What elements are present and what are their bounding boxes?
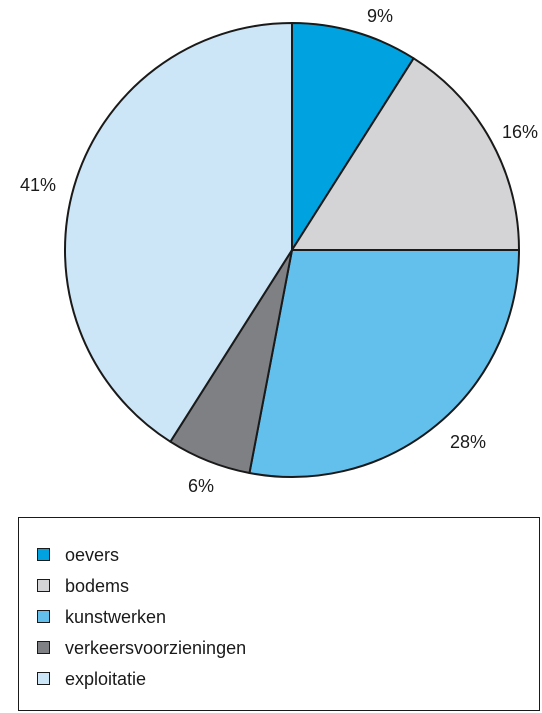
legend-item-oevers: oevers — [19, 539, 539, 570]
pie-slice-kunstwerken — [248, 249, 520, 478]
legend-swatch-exploitatie — [37, 672, 50, 685]
legend-label: bodems — [65, 575, 130, 596]
pie-chart: 9% 16% 28% 6% 41% — [20, 6, 538, 496]
pie-slice-oevers — [291, 22, 415, 251]
legend-item-bodems: bodems — [19, 570, 539, 601]
slice-value-label-oevers: 9% — [367, 6, 393, 26]
legend-swatch-oevers — [37, 548, 50, 561]
legend-swatch-kunstwerken — [37, 610, 50, 623]
slice-value-label-exploitatie: 41% — [20, 175, 56, 195]
slice-value-label-bodems: 16% — [502, 122, 538, 142]
legend-label: kunstwerken — [65, 606, 167, 627]
legend-label: exploitatie — [65, 668, 147, 689]
legend: oevers bodems kunstwerken verkeersvoorzi… — [18, 517, 540, 711]
legend-label: verkeersvoorzieningen — [65, 637, 247, 658]
legend-swatch-verkeersvoorzieningen — [37, 641, 50, 654]
slice-value-label-verkeersvoorzieningen: 6% — [188, 476, 214, 496]
legend-item-exploitatie: exploitatie — [19, 663, 539, 694]
pie-slice-exploitatie — [64, 22, 293, 443]
legend-item-verkeersvoorzieningen: verkeersvoorzieningen — [19, 632, 539, 663]
pie-slice-bodems — [291, 57, 520, 251]
legend-item-kunstwerken: kunstwerken — [19, 601, 539, 632]
legend-label: oevers — [65, 544, 120, 565]
slice-value-label-kunstwerken: 28% — [450, 432, 486, 452]
legend-swatch-bodems — [37, 579, 50, 592]
